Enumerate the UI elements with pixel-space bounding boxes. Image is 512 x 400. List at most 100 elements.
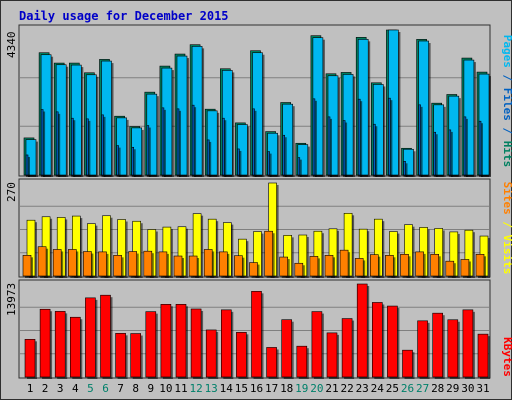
visits-panel-bars — [22, 182, 490, 278]
pages-bar-day-12 — [191, 104, 197, 177]
sites-bar-day-19 — [294, 262, 305, 278]
day-label-23: 23 — [356, 382, 369, 395]
day-label-4: 4 — [72, 382, 79, 395]
hits-max-label: 4340 — [5, 32, 18, 59]
kbytes-bar-day-5 — [85, 297, 98, 379]
kbytes-bar-day-9 — [145, 311, 158, 379]
pages-bar-day-24 — [372, 123, 378, 177]
pages-bar-day-9 — [146, 125, 151, 177]
kbytes-bar-day-25 — [387, 305, 400, 379]
sites-bar-day-9 — [143, 250, 154, 278]
sites-bar-day-25 — [385, 255, 396, 278]
sites-bar-day-13 — [203, 249, 215, 278]
sites-bar-day-2 — [37, 246, 49, 278]
sites-bar-day-8 — [128, 251, 139, 278]
day-label-13: 13 — [205, 382, 218, 395]
pages-bar-day-22 — [342, 120, 348, 177]
sites-bar-day-28 — [430, 254, 441, 278]
kbytes-bar-day-18 — [281, 319, 294, 379]
day-label-7: 7 — [117, 382, 124, 395]
pages-bar-day-25 — [388, 97, 393, 177]
kbytes-bar-day-8 — [130, 333, 143, 379]
visits-panel-legend-label: Sites / Visits — [501, 182, 512, 275]
hits-panel-legend-label: Pages / Files / Hits — [501, 35, 512, 168]
sites-bar-day-20 — [309, 256, 320, 278]
day-label-8: 8 — [132, 382, 139, 395]
kbytes-panel-bars — [24, 283, 490, 379]
pages-bar-day-6 — [101, 114, 106, 177]
hits-panel-bars — [23, 29, 491, 178]
day-label-18: 18 — [280, 382, 293, 395]
sites-bar-day-18 — [279, 256, 290, 278]
sites-bar-day-12 — [188, 255, 200, 278]
visits-max-label: 270 — [5, 182, 18, 202]
kbytes-bar-day-31 — [477, 333, 490, 379]
pages-bar-day-21 — [327, 116, 332, 177]
pages-bar-day-20 — [312, 98, 317, 177]
day-label-21: 21 — [325, 382, 338, 395]
pages-bar-day-2 — [40, 109, 46, 177]
pages-bar-day-31 — [478, 120, 483, 177]
kbytes-bar-day-28 — [432, 312, 445, 379]
pages-bar-day-11 — [176, 108, 181, 177]
pages-bar-day-30 — [463, 116, 468, 177]
pages-bar-day-27 — [418, 104, 423, 177]
day-label-17: 17 — [265, 382, 278, 395]
sites-bar-day-30 — [460, 259, 471, 278]
sites-bar-day-17 — [264, 230, 275, 278]
sites-bar-day-7 — [113, 255, 124, 278]
day-label-9: 9 — [147, 382, 154, 395]
day-label-16: 16 — [250, 382, 263, 395]
kbytes-bar-day-19 — [296, 345, 309, 379]
sites-bar-day-16 — [249, 262, 260, 278]
pages-bar-day-10 — [161, 107, 166, 177]
sites-bar-day-4 — [68, 249, 79, 278]
kbytes-panel-legend-label: KBytes — [501, 337, 512, 377]
kbytes-bar-day-24 — [371, 302, 385, 379]
sites-bar-day-6 — [98, 251, 109, 278]
pages-bar-day-3 — [55, 111, 61, 177]
day-label-26: 26 — [401, 382, 414, 395]
kbytes-bar-day-3 — [54, 311, 68, 379]
sites-bar-day-21 — [324, 255, 335, 278]
sites-bar-day-1 — [22, 255, 33, 278]
sites-bar-day-27 — [415, 251, 426, 278]
pages-bar-day-5 — [86, 118, 91, 177]
pages-bar-day-17 — [267, 151, 272, 177]
kbytes-bar-day-11 — [175, 304, 188, 379]
pages-bar-day-18 — [282, 134, 287, 177]
sites-bar-day-22 — [339, 249, 351, 278]
sites-bar-day-11 — [173, 255, 184, 278]
sites-bar-day-14 — [219, 251, 230, 278]
kbytes-bar-day-20 — [311, 311, 324, 379]
kbytes-bar-day-29 — [447, 319, 460, 379]
pages-bar-day-8 — [131, 146, 136, 177]
kbytes-bar-day-12 — [190, 308, 204, 379]
day-label-19: 19 — [295, 382, 308, 395]
day-label-30: 30 — [461, 382, 474, 395]
kbytes-bar-day-22 — [341, 318, 355, 379]
sites-bar-day-23 — [354, 258, 366, 278]
sites-bar-day-31 — [475, 254, 486, 278]
day-label-24: 24 — [371, 382, 385, 395]
pages-bar-day-4 — [71, 117, 76, 177]
sites-bar-day-29 — [445, 260, 456, 278]
sites-bar-day-15 — [234, 255, 245, 278]
kbytes-bar-day-30 — [462, 309, 475, 379]
sites-bar-day-26 — [400, 254, 411, 278]
pages-bar-day-13 — [206, 139, 212, 177]
pages-bar-day-15 — [237, 148, 242, 177]
x-axis-day-labels: 1 2 3 4 5 6 7 8 9 10 11 12 13 14 15 16 17 18 19 20 21 22 23 24 2… — [27, 382, 490, 395]
day-label-12: 12 — [189, 382, 202, 395]
day-label-14: 14 — [220, 382, 234, 395]
day-label-11: 11 — [174, 382, 187, 395]
pages-bar-day-7 — [116, 145, 121, 177]
day-label-10: 10 — [159, 382, 172, 395]
day-label-3: 3 — [57, 382, 64, 395]
kbytes-bar-day-27 — [417, 320, 430, 379]
kbytes-bar-day-23 — [356, 283, 370, 379]
kbytes-bar-day-2 — [39, 308, 53, 379]
pages-bar-day-26 — [403, 161, 408, 177]
pages-bar-day-23 — [357, 98, 363, 177]
